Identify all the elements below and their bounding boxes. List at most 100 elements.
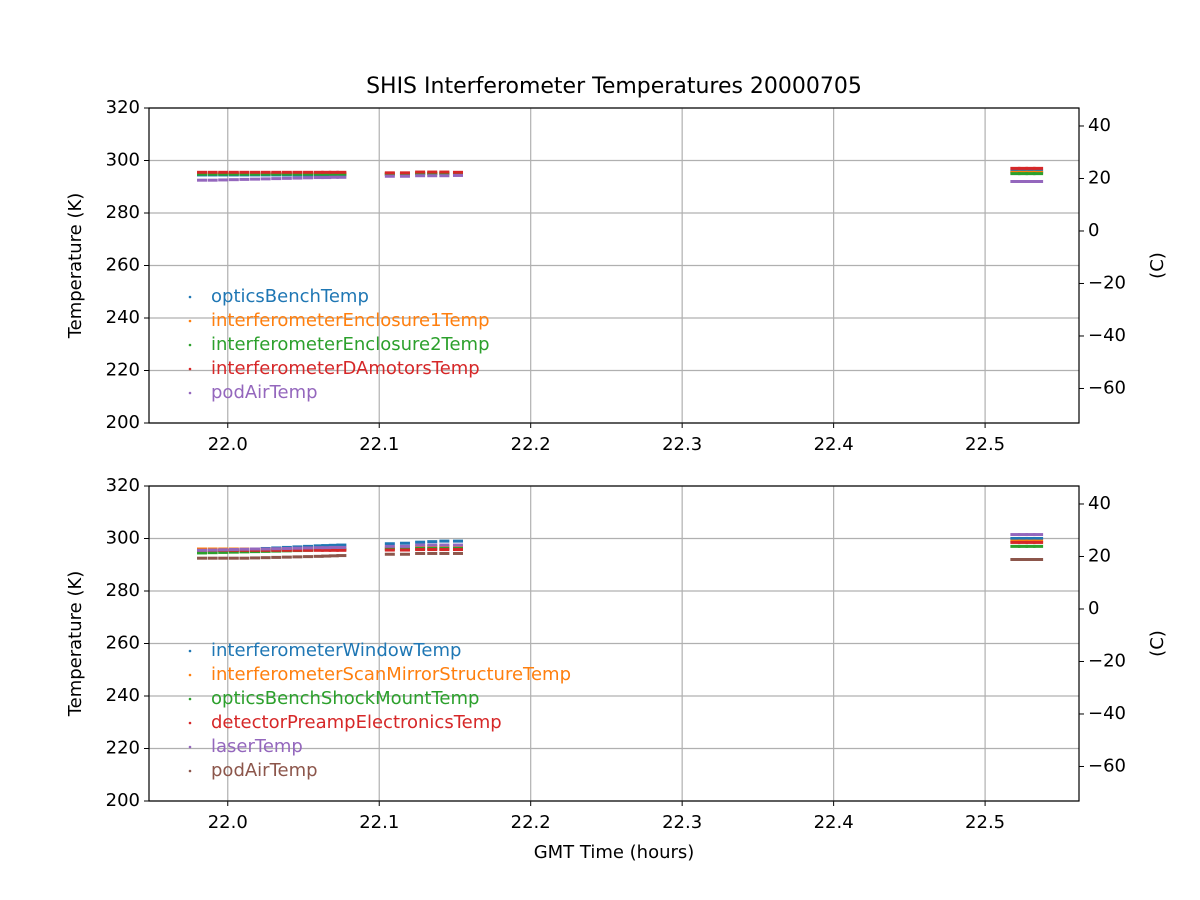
legend-label: interferometerEnclosure2Temp [211,334,490,355]
y-tick-label: 240 [106,685,140,706]
legend-marker [188,367,192,371]
x-tick-label: 22.1 [359,812,399,833]
point [250,172,261,176]
point [336,170,347,174]
point [260,547,271,551]
y-axis-label: Temperature (K) [65,571,86,718]
point [1017,533,1028,537]
point [439,172,450,176]
y2-tick-label: −20 [1088,650,1126,671]
point [271,547,282,551]
point [415,540,426,544]
point [1010,533,1021,537]
point [384,171,395,175]
point [250,556,261,560]
point [207,548,218,552]
point [303,170,314,174]
y-tick-label: 240 [106,307,140,328]
point [239,177,250,181]
legend-label: interferometerEnclosure1Temp [211,310,490,331]
chart-title: SHIS Interferometer Temperatures 2000070… [366,74,862,99]
point [228,548,239,552]
point [328,175,339,179]
point [250,170,261,174]
point [292,546,303,550]
point [399,544,410,548]
point [260,172,271,176]
x-tick-label: 22.5 [965,812,1005,833]
point [328,170,339,174]
y-tick-label: 300 [106,528,140,549]
point [1010,172,1021,176]
point [328,548,339,552]
legend-marker [188,649,192,653]
y2-tick-label: 40 [1088,493,1111,514]
point [281,176,292,180]
point [260,170,271,174]
point [321,544,332,548]
point [452,539,463,543]
point [384,548,395,552]
point [399,548,410,552]
y2-tick-label: −40 [1088,703,1126,724]
point [303,544,314,548]
point [321,170,332,174]
point [1033,544,1044,548]
point [336,172,347,176]
point [292,172,303,176]
point [313,548,324,552]
y-axis-label: Temperature (K) [65,193,86,340]
point [281,548,292,552]
point [1025,172,1036,176]
point [399,552,410,556]
point [239,172,250,176]
point [292,170,303,174]
legend-marker [188,721,192,725]
point [427,170,438,174]
point [1033,537,1044,540]
legend-label: interferometerScanMirrorStructureTemp [211,664,571,685]
point [1033,558,1044,561]
x-tick-label: 22.4 [814,812,854,833]
point [281,555,292,559]
legend-marker [188,697,192,701]
point [292,555,303,559]
legend-label: interferometerDAmotorsTemp [211,358,480,379]
legend-label: interferometerWindowTemp [211,640,461,661]
point [399,174,410,178]
x-tick-label: 22.4 [814,434,854,455]
point [1010,544,1021,548]
legend-marker [188,319,192,323]
x-tick-label: 22.0 [208,812,248,833]
x-tick-label: 22.1 [359,434,399,455]
point [427,551,438,555]
point [321,546,332,550]
point [207,170,218,174]
point [336,545,347,549]
point [384,552,395,556]
point [281,172,292,176]
y-tick-label: 260 [106,633,140,654]
point [328,545,339,549]
point [1010,180,1021,183]
point [384,542,395,546]
axes-frame [148,107,1080,424]
point [281,170,292,174]
point [1010,558,1021,561]
point [1025,166,1036,170]
point [313,172,324,176]
point [1010,540,1021,544]
point [415,170,426,174]
point [271,177,282,181]
point [1017,544,1028,548]
point [313,554,324,558]
point [427,172,438,176]
x-tick-label: 22.2 [511,812,551,833]
point [239,550,250,554]
point [1033,166,1044,170]
point [218,178,229,182]
point [239,547,250,551]
point [328,172,339,176]
legend-label: podAirTemp [211,382,318,403]
